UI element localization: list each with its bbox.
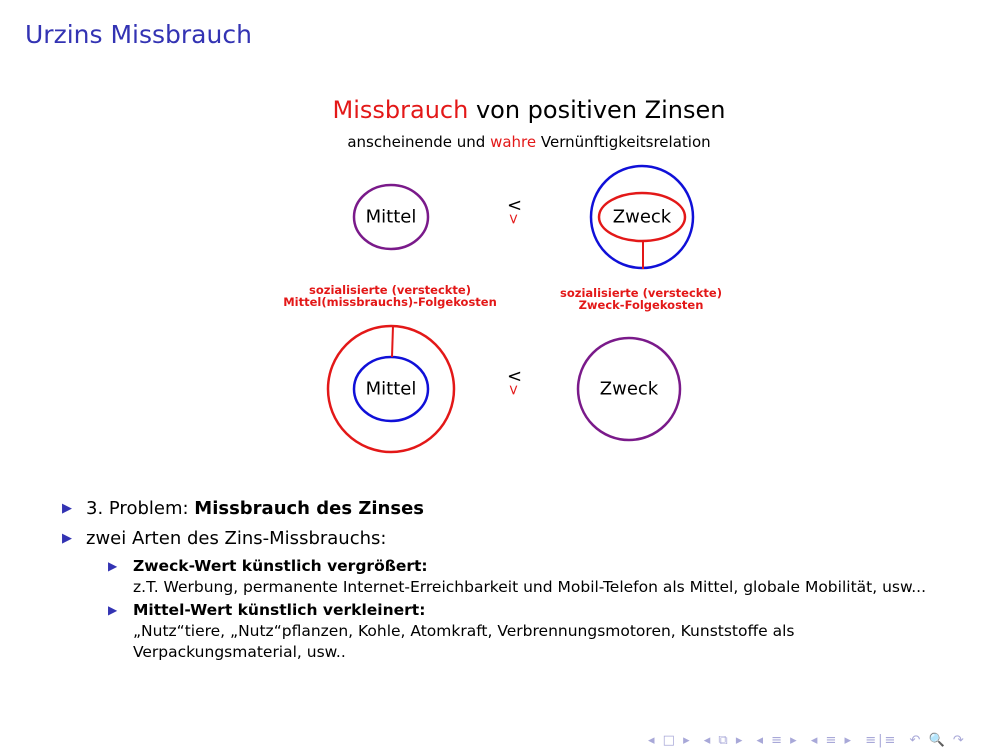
sub-bullet-heading: Zweck-Wert künstlich vergrößert:: [133, 557, 428, 575]
diagram-shapes: [326, 164, 695, 454]
bottom-cost-arrow: [391, 325, 394, 358]
greater-than-red: >: [504, 213, 521, 225]
frame-title: Urzins Missbrauch: [25, 20, 252, 49]
bottom-zweck-circle: [576, 336, 682, 442]
figure-subtitle: anscheinende und wahre Vernünftigkeitsre…: [260, 133, 740, 151]
subtitle-red: wahre: [490, 133, 537, 151]
sub-bullet-item: ▶ Mittel-Wert künstlich verkleinert: „Nutz…: [60, 600, 960, 663]
nav-subsection-list-icon[interactable]: ◂ ≡ ▸: [810, 733, 854, 748]
bullet-triangle-icon: ▶: [108, 559, 118, 573]
nav-subsection-icon[interactable]: ◂ ⧉ ▸: [703, 733, 745, 748]
less-than: <: [507, 366, 523, 387]
bottom-mittel-inner-circle: [352, 355, 430, 423]
bullet-triangle-icon: ▶: [62, 531, 72, 546]
cost-right-line1: sozialisierte (versteckte): [560, 286, 722, 300]
beamer-navigation: ◂ □ ▸ ◂ ⧉ ▸ ◂ ≡ ▸ ◂ ≡ ▸ ≡|≡ ↶ 🔍 ↷: [648, 733, 972, 748]
figure-title-red: Missbrauch: [332, 96, 469, 124]
mittel-cost-label: sozialisierte (versteckte) Mittel(missbra…: [283, 284, 497, 308]
bullet-item: ▶ zwei Arten des Zins-Missbrauchs:: [60, 524, 960, 554]
diagram: Missbrauch von positiven Zinsen anschein…: [260, 90, 740, 460]
sub-bullet-item: ▶ Zweck-Wert künstlich vergrößert: z.T. We…: [60, 556, 960, 598]
cost-left-line1: sozialisierte (versteckte): [309, 283, 471, 297]
top-mittel-label: Mittel: [365, 206, 417, 228]
nav-search-undo-icon[interactable]: ↶ 🔍 ↷: [909, 733, 966, 748]
cost-left-line2: Mittel(missbrauchs)-Folgekosten: [283, 295, 497, 309]
bottom-zweck-label: Zweck: [599, 378, 659, 400]
sub-bullet-heading: Mittel-Wert künstlich verkleinert:: [133, 601, 426, 619]
subtitle-a: anscheinende und: [347, 133, 491, 151]
bullet-bold: Missbrauch des Zinses: [194, 498, 425, 519]
nav-section-icon[interactable]: ◂ ≡ ▸: [756, 733, 799, 748]
nav-toc-icon[interactable]: ≡|≡: [865, 733, 898, 748]
nav-frame-icon[interactable]: ◂ □ ▸: [648, 733, 692, 748]
top-relation-symbol: < >: [504, 195, 524, 233]
bullet-triangle-icon: ▶: [108, 603, 118, 617]
top-mittel-circle: [352, 183, 430, 251]
figure-title-rest: von positiven Zinsen: [468, 96, 726, 124]
sub-bullet-text: z.T. Werbung, permanente Internet-Erreic…: [133, 578, 927, 596]
bullet-item: ▶ 3. Problem: Missbrauch des Zinses: [60, 494, 960, 524]
subtitle-b: Vernünftigkeitsrelation: [536, 133, 711, 151]
bullet-triangle-icon: ▶: [62, 501, 72, 516]
less-than: <: [507, 195, 523, 216]
bottom-mittel-outer-circle: [326, 324, 456, 454]
bullet-list: ▶ 3. Problem: Missbrauch des Zinses ▶ zwei…: [60, 494, 960, 663]
bullet-text: 3. Problem:: [86, 498, 195, 519]
sub-bullet-text: „Nutz“tiere, „Nutz“pflanzen, Kohle, Atom…: [133, 622, 795, 661]
bottom-mittel-label: Mittel: [365, 378, 417, 400]
figure-title: Missbrauch von positiven Zinsen: [260, 96, 740, 124]
bullet-text: zwei Arten des Zins-Missbrauchs:: [86, 528, 387, 549]
top-zweck-label: Zweck: [612, 206, 672, 228]
bottom-relation-symbol: < >: [504, 366, 524, 404]
zweck-cost-label: sozialisierte (versteckte) Zweck-Folgekos…: [560, 287, 722, 311]
greater-than-red: >: [504, 384, 521, 396]
cost-right-line2: Zweck-Folgekosten: [578, 298, 704, 312]
